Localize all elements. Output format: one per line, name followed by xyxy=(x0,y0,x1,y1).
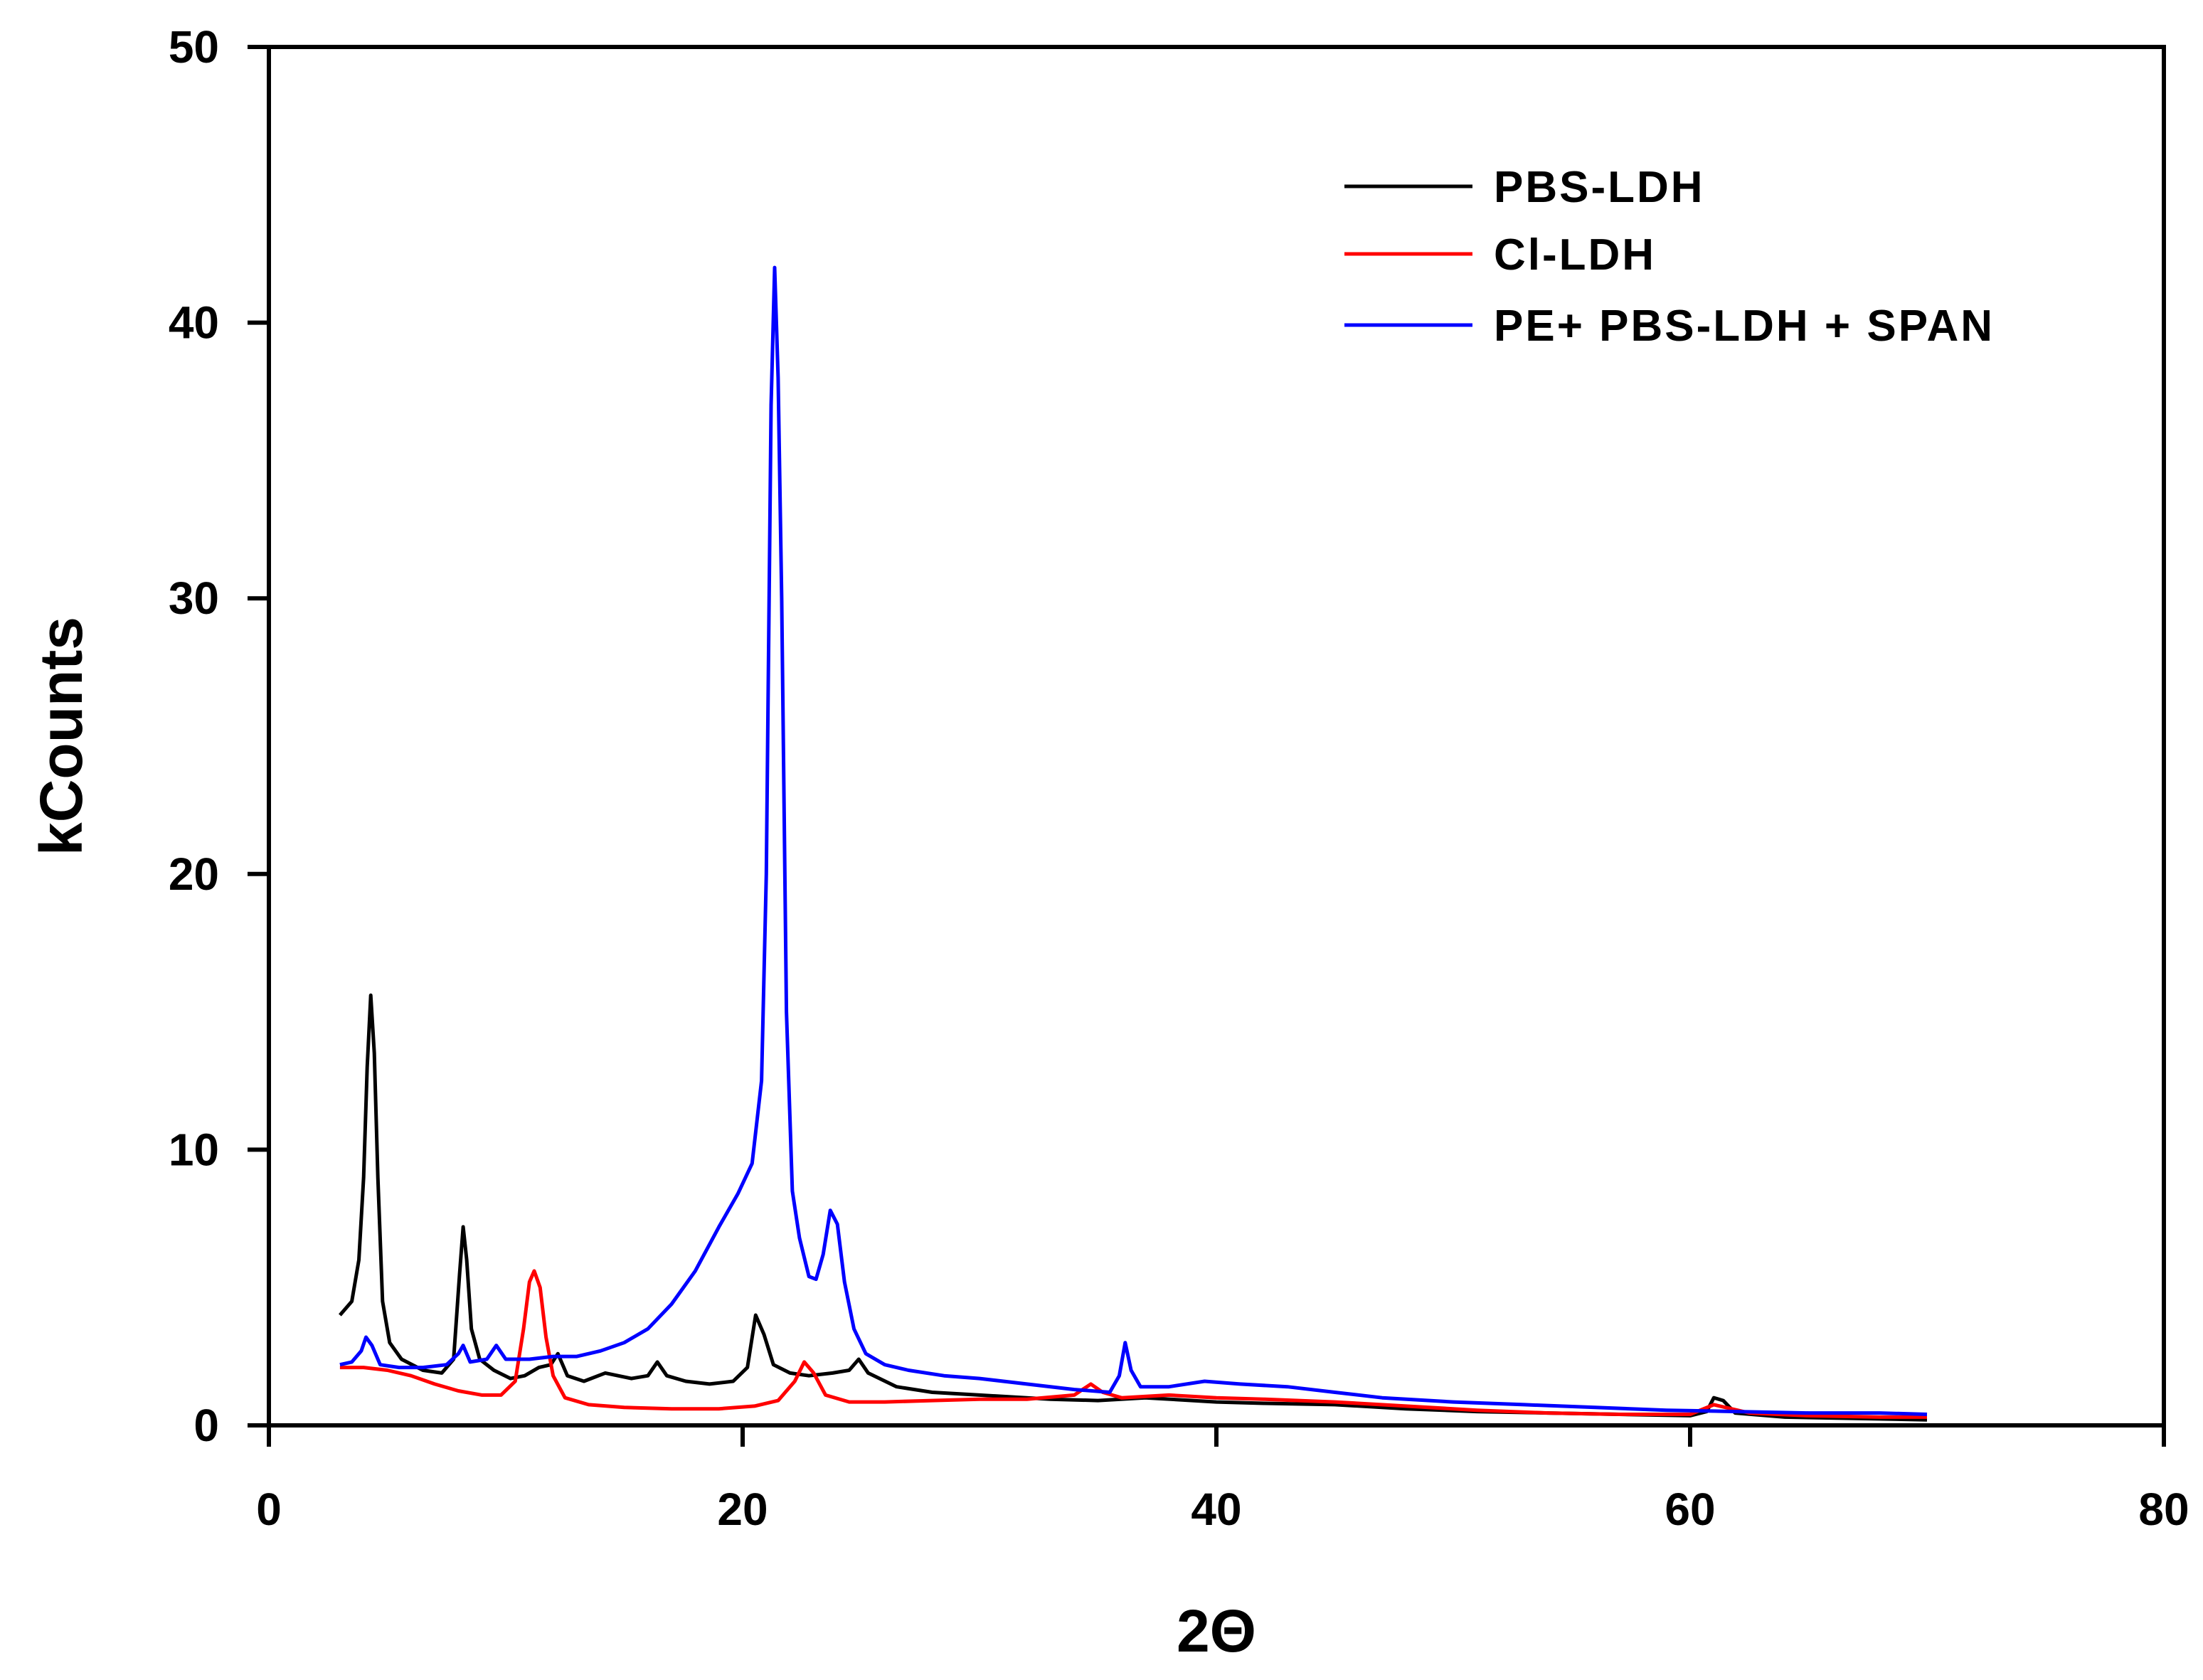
x-tick-label: 0 xyxy=(256,1484,282,1535)
tick-layer: 0 20 40 60 80 0 10 20 30 40 50 xyxy=(169,21,2189,1535)
x-axis-title: 2Θ xyxy=(1177,1597,1256,1664)
y-tick-label: 30 xyxy=(169,573,219,624)
x-tick-label: 20 xyxy=(717,1484,768,1535)
series-line-2 xyxy=(339,265,1928,1416)
y-tick-label: 20 xyxy=(169,849,219,900)
x-tick-label: 40 xyxy=(1191,1484,1241,1535)
y-tick-label: 50 xyxy=(169,21,219,73)
legend: PBS-LDH Cl-LDH PE+ PBS-LDH + SPAN xyxy=(1344,163,1995,351)
series-layer xyxy=(339,265,1928,1422)
legend-label-pe-pbs-ldh-span: PE+ PBS-LDH + SPAN xyxy=(1494,302,1995,351)
series-line-1 xyxy=(339,1269,1927,1419)
y-axis-title: kCounts xyxy=(28,617,95,856)
legend-label-cl-ldh: Cl-LDH xyxy=(1494,230,1656,280)
y-tick-label: 40 xyxy=(169,297,219,349)
legend-label-pbs-ldh: PBS-LDH xyxy=(1494,163,1705,212)
y-tick-label: 0 xyxy=(193,1400,219,1451)
y-tick-label: 10 xyxy=(169,1124,219,1175)
x-tick-label: 60 xyxy=(1665,1484,1715,1535)
x-tick-label: 80 xyxy=(2138,1484,2189,1535)
